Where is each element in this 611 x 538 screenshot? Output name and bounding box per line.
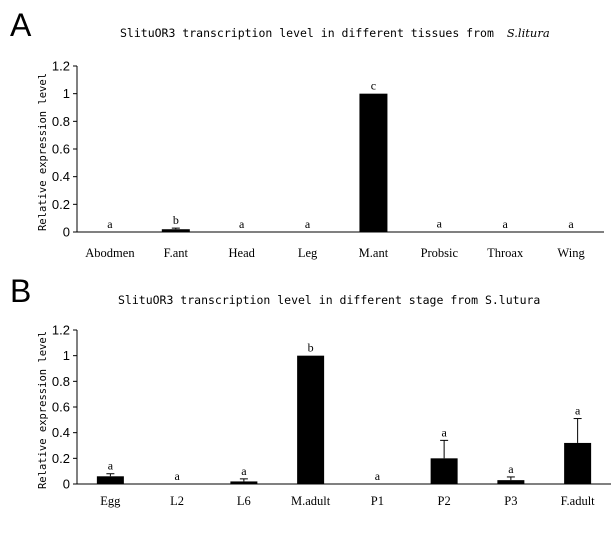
significance-label: b bbox=[173, 213, 179, 227]
panel-b-title: SlituOR3 transcription level in differen… bbox=[118, 293, 540, 307]
x-tick-label: L2 bbox=[170, 494, 184, 508]
y-tick-label: 0.6 bbox=[52, 400, 70, 415]
y-tick-label: 0.8 bbox=[52, 374, 70, 389]
x-tick-label: L6 bbox=[237, 494, 251, 508]
y-tick-label: 0.2 bbox=[52, 451, 70, 466]
y-tick-label: 0.2 bbox=[52, 197, 70, 212]
panel-a-axes bbox=[76, 66, 604, 233]
panel-b-yticks: 0 0.2 0.4 0.6 0.8 1 1.2 bbox=[52, 323, 77, 492]
x-tick-label: Probsic bbox=[421, 246, 459, 260]
panel-a-chart: A SlituOR3 transcription level in differ… bbox=[10, 7, 604, 260]
panel-b-error-bars bbox=[106, 418, 582, 482]
panel-a-bars bbox=[161, 93, 454, 233]
panel-b-ylabel: Relative expression level bbox=[37, 331, 49, 489]
bar-f-ant bbox=[161, 229, 190, 232]
y-tick-label: 1.2 bbox=[52, 59, 70, 74]
x-tick-label: Egg bbox=[100, 494, 121, 508]
bar-p2 bbox=[430, 458, 458, 484]
panel-b-letter: B bbox=[10, 273, 31, 309]
y-tick-label: 1.2 bbox=[52, 323, 70, 338]
significance-label: a bbox=[375, 469, 381, 483]
panel-a-title-italic: S.litura bbox=[507, 26, 550, 40]
significance-label: a bbox=[503, 217, 509, 231]
significance-label: a bbox=[174, 469, 180, 483]
x-tick-label: Leg bbox=[298, 246, 318, 260]
y-tick-label: 0.4 bbox=[52, 169, 70, 184]
significance-label: c bbox=[371, 79, 376, 93]
panel-a-letter: A bbox=[10, 7, 32, 43]
y-tick-label: 0 bbox=[63, 477, 70, 492]
bar-p3 bbox=[497, 480, 525, 484]
significance-label: a bbox=[575, 404, 581, 418]
x-tick-label: M.adult bbox=[291, 494, 331, 508]
bar-egg bbox=[96, 476, 124, 484]
significance-label: a bbox=[107, 217, 113, 231]
x-tick-label: P1 bbox=[371, 494, 384, 508]
x-tick-label: P3 bbox=[504, 494, 517, 508]
x-tick-label: Abodmen bbox=[85, 246, 135, 260]
y-tick-label: 0.8 bbox=[52, 114, 70, 129]
panel-a-yticks: 0 0.2 0.4 0.6 0.8 1 1.2 bbox=[52, 59, 77, 240]
y-tick-label: 0.6 bbox=[52, 142, 70, 157]
panel-a-xticks: Abodmen F.ant Head Leg M.ant Probsic Throax Win… bbox=[85, 246, 585, 260]
x-tick-label: Throax bbox=[487, 246, 524, 260]
significance-label: b bbox=[308, 341, 314, 355]
x-tick-label: F.ant bbox=[164, 246, 189, 260]
panel-a-ylabel: Relative expression level bbox=[37, 73, 49, 231]
panel-b-axes bbox=[76, 330, 611, 485]
panel-a-significance-labels: a b a a c a a a bbox=[107, 79, 574, 231]
bar-l6 bbox=[230, 481, 258, 484]
significance-label: a bbox=[239, 217, 245, 231]
panel-b-bars bbox=[96, 355, 592, 484]
panel-b-chart: B SlituOR3 transcription level in differ… bbox=[10, 273, 611, 508]
bar-m-ant bbox=[359, 93, 388, 233]
x-tick-label: F.adult bbox=[561, 494, 596, 508]
significance-label: a bbox=[108, 459, 114, 473]
y-tick-label: 0.4 bbox=[52, 425, 70, 440]
panel-a-error-bars bbox=[171, 227, 180, 230]
significance-label: a bbox=[568, 217, 574, 231]
x-tick-label: P2 bbox=[438, 494, 451, 508]
significance-label: a bbox=[305, 217, 311, 231]
x-tick-label: Head bbox=[229, 246, 256, 260]
significance-label: a bbox=[241, 464, 247, 478]
panel-b-significance-labels: a a a b a a a a bbox=[108, 341, 581, 483]
y-tick-label: 1 bbox=[63, 348, 70, 363]
significance-label: a bbox=[508, 462, 514, 476]
significance-label: a bbox=[437, 217, 443, 231]
y-tick-label: 1 bbox=[63, 86, 70, 101]
bar-m-adult bbox=[297, 355, 325, 484]
x-tick-label: M.ant bbox=[359, 246, 389, 260]
panel-b-xticks: Egg L2 L6 M.adult P1 P2 P3 F.adult bbox=[100, 494, 595, 508]
bar-f-adult bbox=[564, 442, 592, 484]
significance-label: a bbox=[441, 425, 447, 439]
y-tick-label: 0 bbox=[63, 225, 70, 240]
panel-a-title: SlituOR3 transcription level in differen… bbox=[120, 26, 550, 40]
x-tick-label: Wing bbox=[557, 246, 585, 260]
panel-a-title-main: SlituOR3 transcription level in differen… bbox=[120, 26, 494, 40]
